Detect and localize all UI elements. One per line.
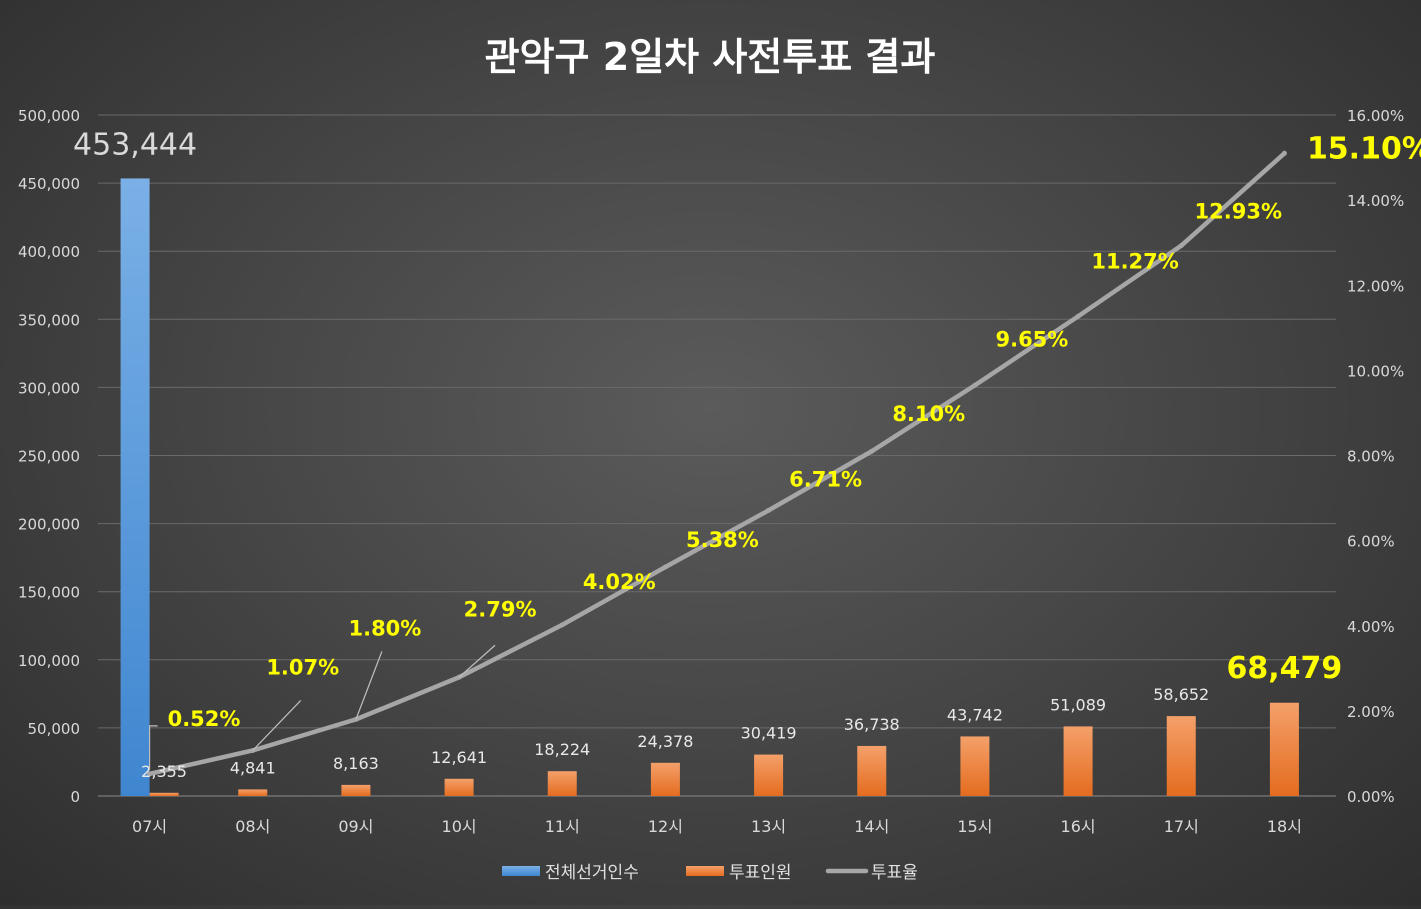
line-turnout-rate bbox=[147, 151, 1287, 777]
y-left-tick-label: 300,000 bbox=[18, 379, 80, 397]
y-left-tick-label: 250,000 bbox=[18, 448, 80, 466]
x-tick-label: 13시 bbox=[751, 817, 786, 836]
data-label-voters: 51,089 bbox=[1050, 695, 1106, 714]
line-point-turnout-rate bbox=[1075, 313, 1081, 319]
line-point-turnout-rate bbox=[1281, 150, 1287, 156]
data-label-turnout-rate: 11.27% bbox=[1091, 249, 1178, 273]
data-labels: 453,444 2,355 4,841 8,163 12,641 18,224 24,378… bbox=[73, 127, 1421, 780]
data-label-turnout-rate: 1.80% bbox=[348, 616, 421, 640]
data-label-voters: 24,378 bbox=[637, 732, 693, 751]
bars bbox=[120, 178, 1299, 796]
y-left-tick-label: 350,000 bbox=[18, 311, 80, 329]
y-left-tick-label: 200,000 bbox=[18, 516, 80, 534]
bar-voters bbox=[149, 792, 179, 796]
data-label-voters: 18,224 bbox=[534, 740, 590, 759]
data-label-voters: 43,742 bbox=[947, 705, 1003, 724]
bar-voters bbox=[547, 771, 577, 796]
y-left-tick-label: 500,000 bbox=[18, 107, 80, 125]
x-tick-label: 16시 bbox=[1061, 817, 1096, 836]
line-point-turnout-rate bbox=[1178, 243, 1184, 249]
bar-voters bbox=[754, 754, 784, 796]
leader-line bbox=[148, 725, 158, 770]
legend-label: 투표인원 bbox=[729, 863, 792, 883]
legend-swatch bbox=[502, 866, 540, 876]
y-right-tick-label: 12.00% bbox=[1347, 277, 1404, 295]
y-left-tick-label: 450,000 bbox=[18, 175, 80, 193]
line-point-turnout-rate bbox=[662, 564, 668, 570]
y-left-tick-label: 150,000 bbox=[18, 584, 80, 602]
chart-title: 관악구 2일차 사전투표 결과 bbox=[485, 35, 936, 79]
bar-voters bbox=[238, 789, 268, 796]
legend-label: 투표율 bbox=[871, 863, 918, 883]
bar-voters bbox=[960, 736, 990, 796]
data-label-turnout-rate: 8.10% bbox=[892, 402, 965, 426]
legend: 전체선거인수 투표인원 투표율 bbox=[502, 863, 918, 883]
x-tick-label: 15시 bbox=[957, 817, 992, 836]
x-tick-label: 14시 bbox=[854, 817, 889, 836]
gridlines bbox=[98, 114, 1336, 797]
data-label-voters: 68,479 bbox=[1227, 651, 1343, 686]
y-left-tick-label: 50,000 bbox=[28, 720, 81, 738]
data-label-turnout-rate: 12.93% bbox=[1195, 200, 1282, 224]
legend-swatch bbox=[686, 866, 724, 876]
axes: 0 50,000 100,000 150,000 200,000 250,000 300,0… bbox=[18, 107, 1404, 836]
legend-label: 전체선거인수 bbox=[545, 863, 639, 883]
x-tick-label: 17시 bbox=[1164, 817, 1199, 836]
data-label-voters: 12,641 bbox=[431, 748, 487, 767]
y-right-tick-label: 6.00% bbox=[1347, 533, 1395, 551]
line-point-turnout-rate bbox=[869, 448, 875, 454]
data-label-total-voters: 453,444 bbox=[73, 127, 197, 162]
y-right-tick-label: 14.00% bbox=[1347, 192, 1404, 210]
x-tick-label: 18시 bbox=[1267, 817, 1302, 836]
line-point-turnout-rate bbox=[147, 771, 153, 777]
bar-total-voters bbox=[120, 178, 150, 796]
bar-voters bbox=[341, 784, 371, 796]
leader-line bbox=[252, 700, 302, 751]
y-left-tick-label: 0 bbox=[70, 788, 80, 806]
y-right-tick-label: 10.00% bbox=[1347, 362, 1404, 380]
data-label-voters: 58,652 bbox=[1153, 685, 1209, 704]
bar-voters bbox=[650, 762, 680, 796]
data-label-voters: 36,738 bbox=[844, 715, 900, 734]
y-left-tick-label: 100,000 bbox=[18, 652, 80, 670]
y-right-tick-label: 2.00% bbox=[1347, 703, 1395, 721]
x-tick-label: 09시 bbox=[338, 817, 373, 836]
x-tick-label: 12시 bbox=[648, 817, 683, 836]
bar-voters bbox=[857, 745, 887, 796]
y-right-tick-label: 4.00% bbox=[1347, 618, 1395, 636]
y-right-tick-label: 0.00% bbox=[1347, 788, 1395, 806]
data-label-turnout-rate: 15.10% bbox=[1307, 131, 1421, 166]
line-point-turnout-rate bbox=[972, 382, 978, 388]
data-label-turnout-rate: 4.02% bbox=[583, 570, 656, 594]
data-label-turnout-rate: 1.07% bbox=[266, 655, 339, 679]
leader-line bbox=[458, 644, 496, 678]
line-point-turnout-rate bbox=[559, 622, 565, 628]
data-label-turnout-rate: 0.52% bbox=[168, 707, 241, 731]
bar-voters bbox=[444, 778, 474, 796]
data-label-voters: 2,355 bbox=[141, 762, 187, 781]
data-label-voters: 4,841 bbox=[230, 758, 276, 777]
rate-line bbox=[147, 150, 1287, 777]
y-right-tick-label: 8.00% bbox=[1347, 448, 1395, 466]
data-label-voters: 30,419 bbox=[741, 724, 797, 743]
x-tick-label: 10시 bbox=[442, 817, 477, 836]
y-left-tick-label: 400,000 bbox=[18, 243, 80, 261]
data-label-turnout-rate: 5.38% bbox=[686, 528, 759, 552]
line-point-turnout-rate bbox=[766, 507, 772, 513]
data-label-turnout-rate: 2.79% bbox=[464, 597, 537, 621]
bar-voters bbox=[1269, 702, 1299, 796]
x-tick-label: 11시 bbox=[545, 817, 580, 836]
bar-voters bbox=[1166, 716, 1196, 796]
y-right-tick-label: 16.00% bbox=[1347, 107, 1404, 125]
x-tick-label: 08시 bbox=[235, 817, 270, 836]
bar-voters bbox=[1063, 726, 1093, 796]
x-tick-label: 07시 bbox=[132, 817, 167, 836]
data-label-voters: 8,163 bbox=[333, 754, 379, 773]
data-label-turnout-rate: 6.71% bbox=[789, 467, 862, 491]
data-label-turnout-rate: 9.65% bbox=[995, 327, 1068, 351]
leader-line bbox=[355, 651, 383, 720]
